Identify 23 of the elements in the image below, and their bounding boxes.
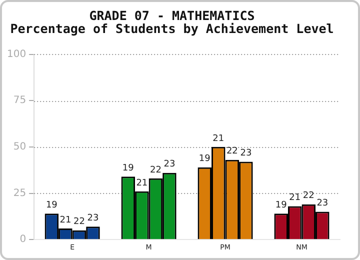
text: 23 — [240, 148, 252, 159]
y-tick-label: 25 — [13, 188, 26, 199]
series-label: 21 — [212, 134, 224, 144]
y-tick-label: 50 — [13, 142, 26, 153]
text: 21 — [60, 215, 72, 226]
chart-title: GRADE 07 - MATHEMATICS — [89, 8, 255, 23]
series-label: 23 — [87, 213, 99, 224]
y-tick-label: 75 — [13, 95, 26, 106]
text: 21 — [136, 178, 148, 188]
text: 22 — [302, 191, 314, 202]
text: 22 — [150, 165, 162, 176]
text: 19 — [198, 154, 210, 164]
text: 19 — [275, 200, 287, 210]
text: 19 — [46, 200, 58, 210]
text: 23 — [316, 198, 328, 209]
text: 23 — [164, 160, 176, 170]
chart-subtitle: Percentage of Students by Achievement Level — [10, 20, 334, 36]
y-tick-label: 100 — [6, 48, 26, 60]
y-tick-label: 0 — [20, 234, 26, 246]
series-label: 19 — [122, 163, 134, 174]
text: 22 — [73, 217, 85, 228]
series-label: 22 — [226, 146, 238, 157]
text: 21 — [289, 193, 301, 204]
